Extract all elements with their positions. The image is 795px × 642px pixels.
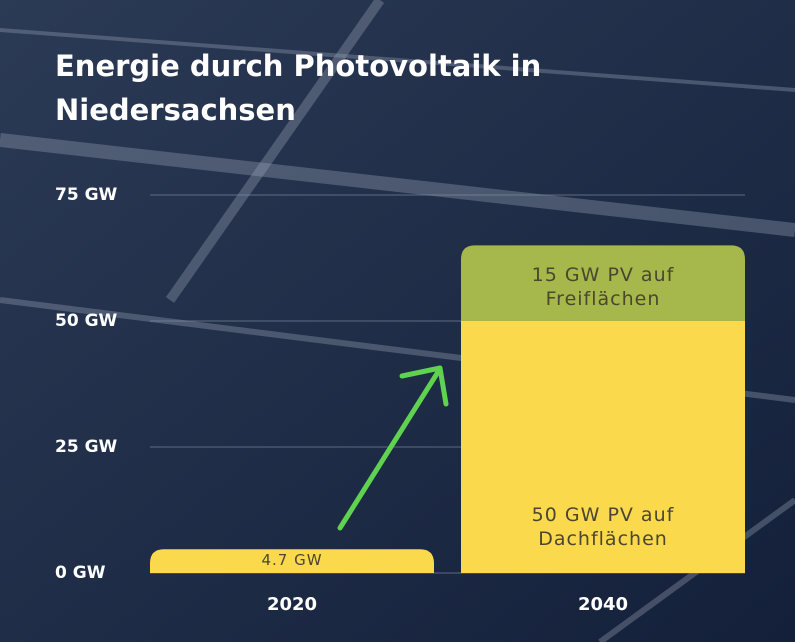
chart-title: Energie durch Photovoltaik in Niedersach… bbox=[55, 44, 635, 132]
chart-card: 0 GW 25 GW 50 GW 75 GW 2020 2040 Energie durc… bbox=[0, 0, 795, 642]
value-label: 4.7 GW bbox=[182, 548, 402, 572]
y-tick-label: 50 GW bbox=[55, 311, 118, 331]
value-label: 50 GW PV auf Dachflächen bbox=[493, 503, 713, 551]
y-tick-label: 25 GW bbox=[55, 437, 118, 457]
y-tick-label: 0 GW bbox=[55, 563, 106, 583]
x-tick-label: 2040 bbox=[578, 594, 628, 615]
y-tick-label: 75 GW bbox=[55, 185, 118, 205]
value-label: 15 GW PV auf Freiflächen bbox=[493, 263, 713, 311]
x-tick-label: 2020 bbox=[267, 594, 317, 615]
